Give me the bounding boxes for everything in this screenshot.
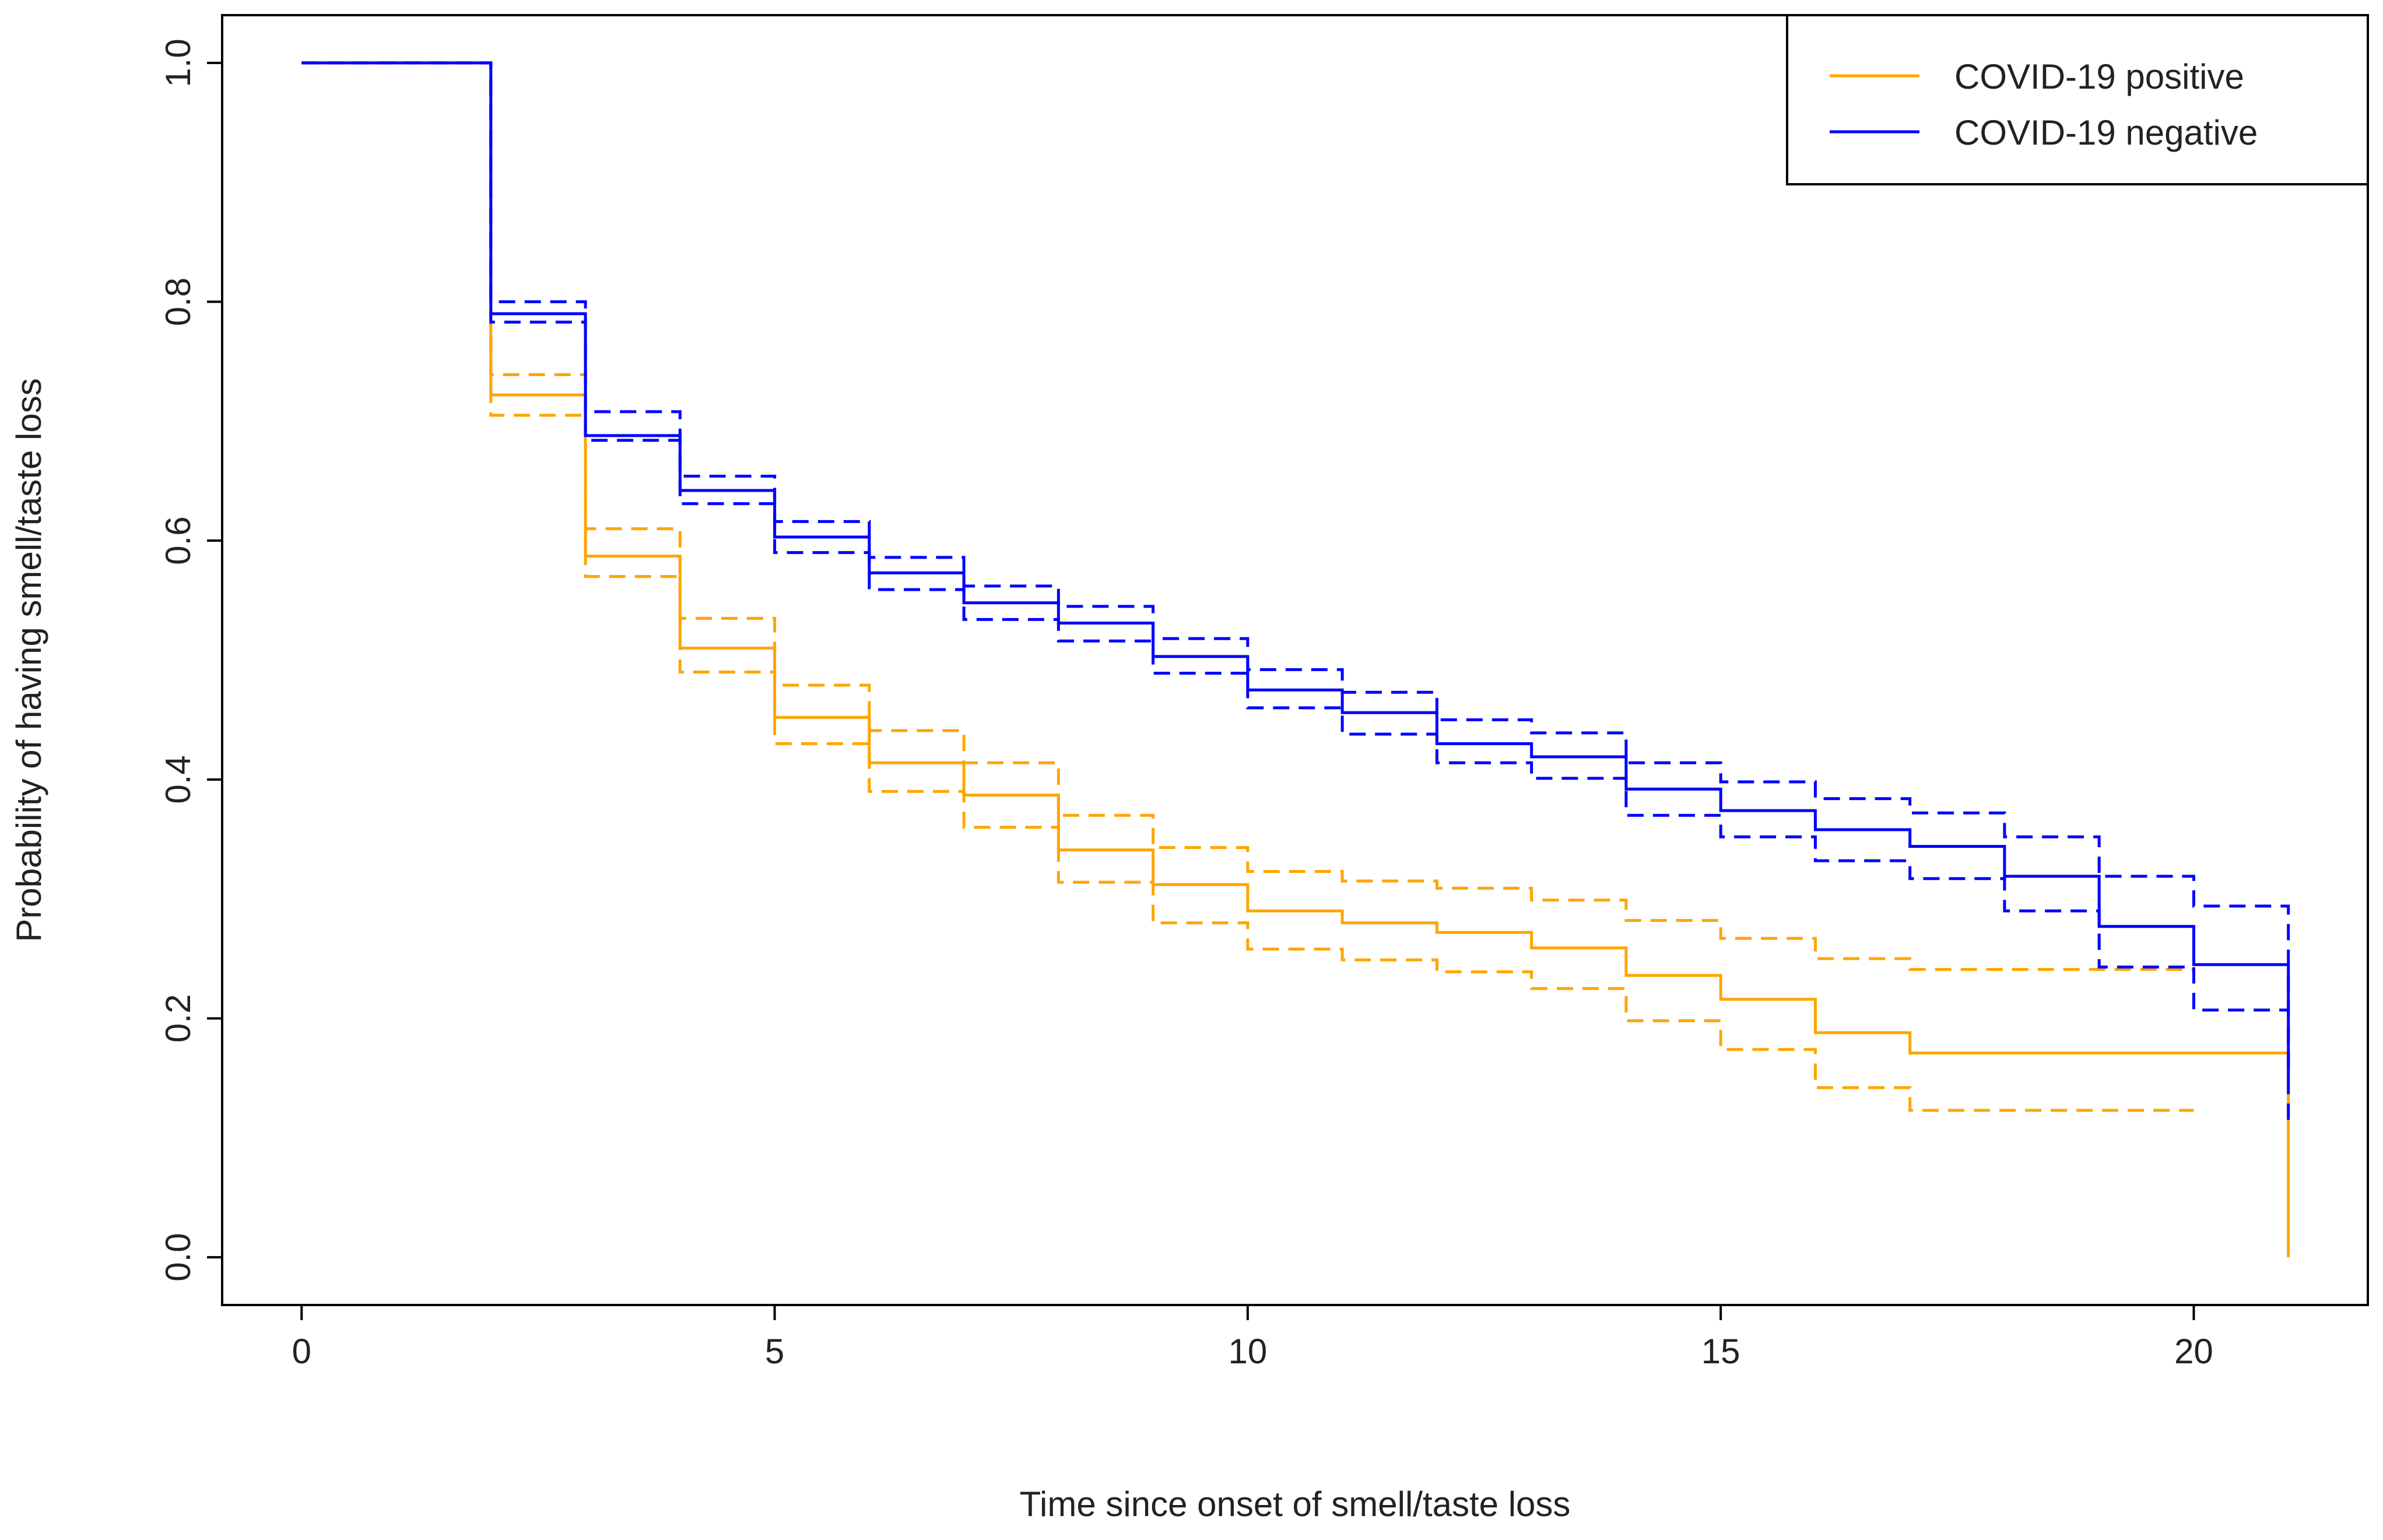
x-axis-label: Time since onset of smell/taste loss	[1020, 1485, 1571, 1524]
confidence-line	[301, 61, 2194, 971]
confidence-line	[301, 61, 2290, 1078]
x-tick-label: 10	[1228, 1332, 1267, 1371]
y-tick-label: 0.6	[159, 516, 198, 564]
y-axis-label: Probability of having smell/taste loss	[9, 378, 48, 942]
plot-frame	[221, 14, 2369, 1306]
survival-line	[301, 61, 2290, 1258]
x-tick-label: 15	[1701, 1332, 1740, 1371]
y-tick-label: 0.0	[159, 1233, 198, 1281]
legend-box	[1786, 14, 2369, 185]
y-tick-label: 0.2	[159, 994, 198, 1043]
legend-label: COVID-19 negative	[1954, 113, 2258, 152]
x-tick-label: 0	[292, 1332, 311, 1371]
legend-label: COVID-19 positive	[1954, 57, 2244, 96]
y-tick-label: 0.8	[159, 278, 198, 326]
confidence-line	[301, 61, 2290, 1126]
survival-line	[301, 61, 2290, 1078]
x-tick-label: 5	[765, 1332, 784, 1371]
confidence-line	[301, 61, 2194, 1112]
y-tick-label: 0.4	[159, 755, 198, 804]
x-tick-label: 20	[2174, 1332, 2213, 1371]
y-tick-label: 1.0	[159, 38, 198, 87]
